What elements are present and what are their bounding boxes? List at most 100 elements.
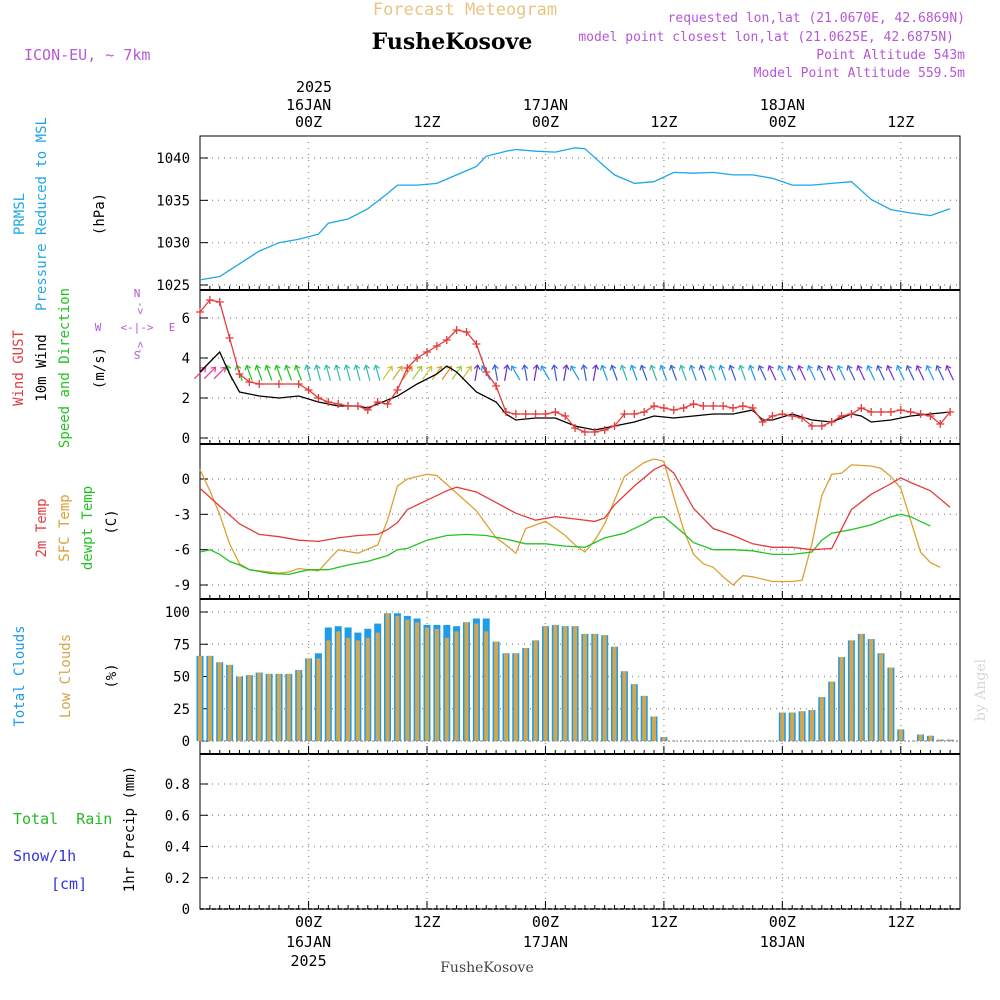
- wind-gust-marker: [877, 408, 886, 416]
- low-cloud-bar: [346, 637, 351, 741]
- low-cloud-bar: [661, 737, 666, 741]
- wind-gust-marker: [245, 378, 254, 386]
- wind-gust-marker: [472, 340, 481, 348]
- cloud-labels: Total Clouds Low Clouds (%): [12, 625, 120, 726]
- requested-coords: requested lon,lat (21.0670E, 42.6869N): [668, 11, 965, 26]
- top-date-label: 16JAN: [286, 96, 331, 114]
- wind-speed-dir-label: Speed and Direction: [57, 288, 73, 448]
- wind-direction-arrow-icon: [540, 365, 551, 381]
- wind-gust-marker: [196, 308, 204, 316]
- wind-gust-marker: [314, 394, 323, 402]
- low-cloud-bar: [375, 632, 380, 741]
- low-cloud-bar: [829, 681, 834, 741]
- pressure-panel: [199, 135, 961, 291]
- low-cloud-bar: [948, 739, 953, 741]
- snow-label: Snow/1h: [13, 847, 76, 865]
- top-time-label: 12Z: [650, 113, 677, 131]
- top-time-label: 00Z: [532, 113, 559, 131]
- wind-tick-label: 4: [182, 351, 190, 367]
- low-cloud-bar: [849, 640, 854, 741]
- watermark: by Angel: [973, 658, 989, 721]
- low-cloud-bar: [800, 711, 805, 741]
- wind-gust-marker: [650, 402, 659, 410]
- wind-gust-marker: [867, 408, 876, 416]
- wind-labels: Wind GUST 10m Wind Speed and Direction (…: [11, 287, 175, 448]
- temp-tick-label: -9: [173, 578, 190, 594]
- model-label: ICON-EU, ~ 7km: [24, 46, 150, 64]
- wind-gust-marker: [551, 408, 560, 416]
- cloud-unit: (%): [104, 663, 120, 688]
- wind-direction-arrow-icon: [491, 364, 499, 381]
- low-cloud-bar: [553, 624, 558, 741]
- wind-direction-arrow-icon: [461, 365, 472, 380]
- low-cloud-bar: [484, 631, 489, 741]
- low-cloud-bar: [355, 640, 360, 741]
- low-cloud-bar: [267, 673, 272, 741]
- precip-tick-label: 0: [182, 902, 190, 918]
- bottom-time-label: 00Z: [769, 913, 796, 931]
- top-date-label: 17JAN: [523, 96, 568, 114]
- low-cloud-bar: [365, 637, 370, 741]
- precip-tick-label: 0.8: [165, 777, 190, 793]
- low-cloud-bar: [622, 671, 627, 741]
- wind-speed-line: [199, 350, 951, 431]
- wind-direction-arrow-icon: [629, 364, 638, 381]
- wind-gust-marker: [896, 406, 905, 414]
- wind-direction-arrow-icon: [203, 366, 217, 380]
- wind-direction-arrow-icon: [213, 366, 227, 380]
- wind-gust-marker: [699, 402, 708, 410]
- low-clouds-label: Low Clouds: [58, 634, 74, 718]
- low-cloud-bar: [523, 648, 528, 741]
- low-cloud-bar: [336, 631, 341, 741]
- model-altitude: Model Point Altitude 559.5m: [754, 66, 965, 81]
- wind-direction-arrow-icon: [787, 364, 797, 381]
- low-cloud-bar: [494, 641, 499, 741]
- low-cloud-bar: [898, 729, 903, 741]
- wind-gust-marker: [423, 348, 432, 356]
- wind-gust-marker: [906, 408, 915, 416]
- low-cloud-bar: [257, 672, 262, 741]
- low-cloud-bar: [395, 615, 400, 741]
- svg-text:<-: <-: [134, 341, 147, 354]
- low-cloud-bar: [632, 684, 637, 741]
- bottom-date-label: 18JAN: [760, 933, 805, 951]
- wind-direction-arrow-icon: [767, 364, 777, 381]
- top-date-label: 18JAN: [760, 96, 805, 114]
- wind-direction-arrow-icon: [304, 364, 312, 381]
- bottom-time-label: 00Z: [532, 913, 559, 931]
- sfc-temp-line: [199, 458, 941, 586]
- wind-direction-arrow-icon: [503, 364, 511, 381]
- wind-direction-arrow-icon: [333, 364, 341, 381]
- footer-station: FusheKosove: [440, 960, 534, 976]
- low-cloud-bar: [464, 622, 469, 741]
- wind-direction-arrow-icon: [876, 364, 885, 381]
- wind-panel: [199, 289, 961, 445]
- wind-gust-marker: [827, 418, 836, 426]
- wind-gust-marker: [442, 336, 451, 344]
- top-year-label: 2025: [296, 78, 332, 96]
- wind-direction-arrow-icon: [373, 364, 381, 381]
- pressure-labels: PRMSL Pressure Reduced to MSL (hPa): [12, 117, 108, 311]
- wind-direction-arrow-icon: [313, 364, 322, 381]
- wind-direction-arrow-icon: [193, 366, 207, 380]
- low-cloud-bar: [444, 637, 449, 741]
- wind-10m-label: 10m Wind: [34, 334, 50, 401]
- wind-gust-marker: [916, 410, 925, 418]
- wind-direction-arrow-icon: [274, 364, 283, 381]
- low-cloud-bar: [602, 635, 607, 741]
- wind-direction-arrow-icon: [649, 364, 658, 381]
- low-cloud-bar: [592, 633, 597, 741]
- wind-gust-marker: [363, 406, 372, 414]
- compass-n: N: [134, 287, 141, 300]
- low-cloud-bar: [543, 626, 548, 741]
- low-cloud-bar: [247, 675, 252, 741]
- wind-gust-marker: [847, 410, 856, 418]
- wind-direction-arrow-icon: [718, 364, 727, 381]
- compass-e: E: [169, 321, 176, 334]
- svg-text:<-|->: <-|->: [120, 321, 153, 334]
- wind-direction-arrow-icon: [866, 364, 876, 381]
- wind-gust-marker: [719, 402, 728, 410]
- point-altitude: Point Altitude 543m: [816, 48, 965, 63]
